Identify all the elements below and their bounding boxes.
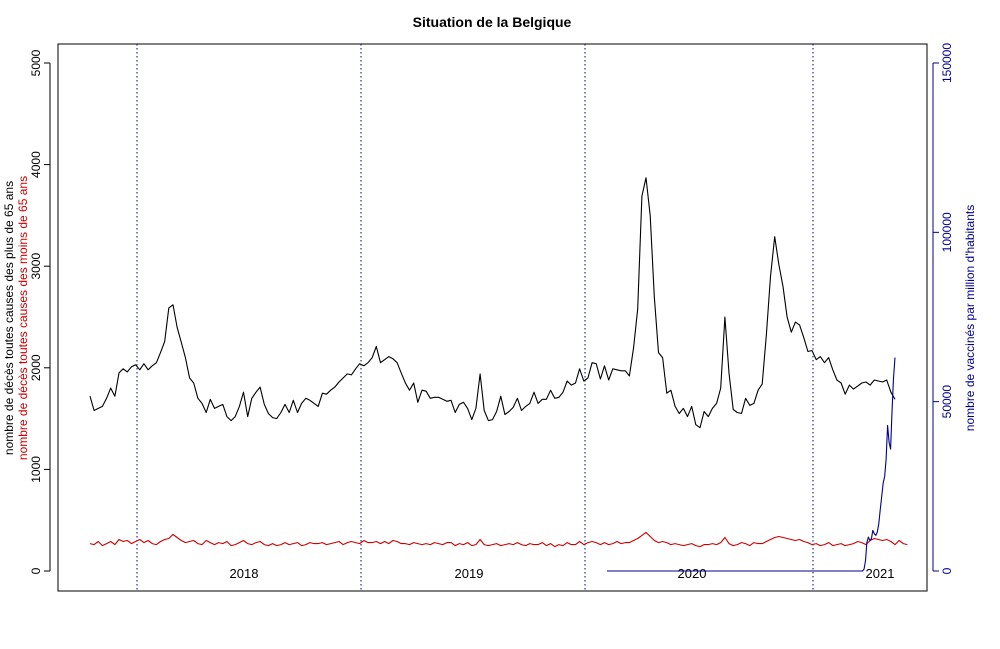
series-plus_65 [89,177,896,429]
right-axis: 0 50000 100000 150000 [932,43,954,574]
series-moins_65 [89,531,908,548]
series-vaccines [607,357,896,572]
left-tick-label: 3000 [29,253,43,280]
left-axis: 0 1000 2000 3000 4000 5000 [29,49,51,574]
year-label-2018: 2018 [230,566,259,581]
plot-area [57,43,928,592]
left-tick-label: 1000 [29,456,43,483]
left-tick-label: 0 [29,567,43,574]
y-axis-label-left-second: nombre de décès toutes causes des moins … [16,176,30,460]
right-tick-label: 150000 [940,43,954,83]
year-labels: 2018 2019 2020 2021 [230,566,895,581]
y-axis-label-right: nombre de vaccinés par million d'habitan… [963,205,977,431]
year-label-2019: 2019 [455,566,484,581]
series-lines [89,177,908,572]
left-tick-label: 4000 [29,151,43,178]
right-tick-label: 50000 [940,385,954,419]
year-dividers [136,44,814,591]
year-label-2020: 2020 [678,566,707,581]
right-tick-label: 0 [940,567,954,574]
left-tick-label: 5000 [29,49,43,76]
year-label-2021: 2021 [866,566,895,581]
y-axis-label-left: nombre de décès toutes causes des plus d… [2,181,16,455]
right-tick-label: 100000 [940,212,954,252]
chart-title: Situation de la Belgique [413,14,572,30]
left-tick-label: 2000 [29,354,43,381]
